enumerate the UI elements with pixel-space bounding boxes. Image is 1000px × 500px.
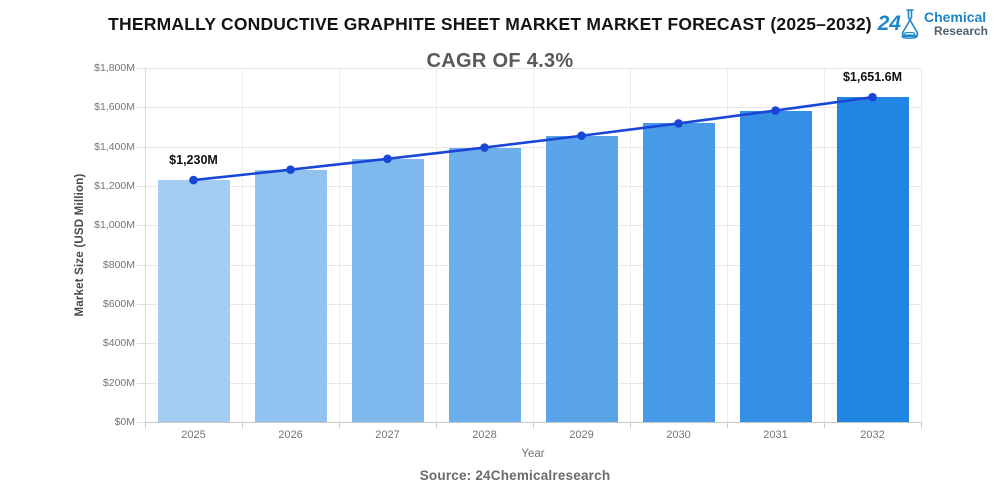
chart-title: THERMALLY CONDUCTIVE GRAPHITE SHEET MARK…	[108, 14, 872, 34]
y-tick-label: $200M	[102, 376, 135, 389]
x-tick-label: 2032	[860, 429, 885, 441]
gridline-vertical	[436, 68, 437, 422]
x-tick-mark	[436, 422, 437, 428]
x-tick-mark	[339, 422, 340, 428]
logo-text: Chemical Research	[924, 10, 988, 37]
source-note: Source: 24Chemicalresearch	[419, 468, 611, 483]
y-tick-mark	[137, 146, 145, 148]
gridline-vertical	[242, 68, 243, 422]
bar-2028	[448, 147, 521, 422]
x-tick-mark	[727, 422, 728, 428]
bar-2030	[642, 123, 715, 422]
x-tick-mark	[824, 422, 825, 428]
y-tick-label: $1,800M	[94, 62, 135, 74]
x-tick-label: 2029	[569, 429, 594, 441]
y-tick-label: $1,400M	[94, 140, 135, 153]
x-tick-label: 2026	[278, 429, 303, 441]
y-tick-label: $1,200M	[94, 180, 135, 192]
x-tick-mark	[921, 422, 922, 428]
brand-logo[interactable]: 24 Chemical Research	[878, 8, 988, 40]
y-tick-label: $1,000M	[94, 219, 135, 232]
bar-2031	[739, 110, 812, 422]
gridline-vertical	[727, 68, 728, 422]
x-tick-label: 2030	[666, 429, 691, 441]
logo-line2: Research	[933, 24, 988, 39]
y-tick-mark	[137, 343, 145, 345]
chart-subtitle: CAGR OF 4.3%	[426, 50, 574, 72]
y-axis-line	[145, 68, 146, 422]
y-tick-mark	[137, 68, 145, 69]
y-tick-mark	[137, 304, 145, 305]
x-tick-label: 2031	[763, 429, 788, 441]
y-tick-mark	[137, 186, 145, 187]
x-tick-label: 2027	[375, 429, 400, 441]
x-axis-line	[145, 422, 921, 423]
y-tick-mark	[137, 422, 145, 423]
logo-number: 24	[877, 12, 901, 35]
gridline-vertical	[533, 68, 534, 422]
bar-2027	[351, 158, 424, 422]
x-tick-mark	[630, 422, 631, 428]
data-label-last: $1,651.6M	[842, 70, 903, 85]
x-tick-label: 2025	[181, 429, 206, 441]
y-tick-label: $400M	[102, 337, 135, 350]
x-tick-label: 2028	[472, 429, 497, 441]
x-axis-title: Year	[521, 448, 545, 460]
bar-2032	[836, 97, 909, 422]
x-tick-mark	[533, 422, 534, 428]
y-tick-label: $600M	[102, 298, 135, 310]
gridline-vertical	[921, 68, 922, 422]
y-tick-mark	[137, 225, 145, 227]
y-tick-mark	[137, 264, 145, 266]
bar-2029	[545, 135, 618, 422]
y-tick-label: $0M	[114, 416, 135, 428]
gridline-vertical	[824, 68, 825, 422]
y-tick-mark	[137, 382, 145, 384]
x-tick-mark	[145, 422, 146, 428]
logo-line1: Chemical	[923, 9, 987, 26]
bar-2025	[157, 180, 230, 422]
y-tick-mark	[137, 107, 145, 109]
y-axis-title: Market Size (USD Million)	[74, 173, 86, 317]
data-label-first: $1,230M	[169, 153, 218, 168]
x-tick-mark	[242, 422, 243, 428]
flask-icon	[901, 9, 919, 39]
gridline-vertical	[630, 68, 631, 422]
gridline-vertical	[339, 68, 340, 422]
y-tick-label: $1,600M	[94, 101, 135, 114]
bar-2026	[254, 169, 327, 422]
y-tick-label: $800M	[102, 258, 135, 271]
